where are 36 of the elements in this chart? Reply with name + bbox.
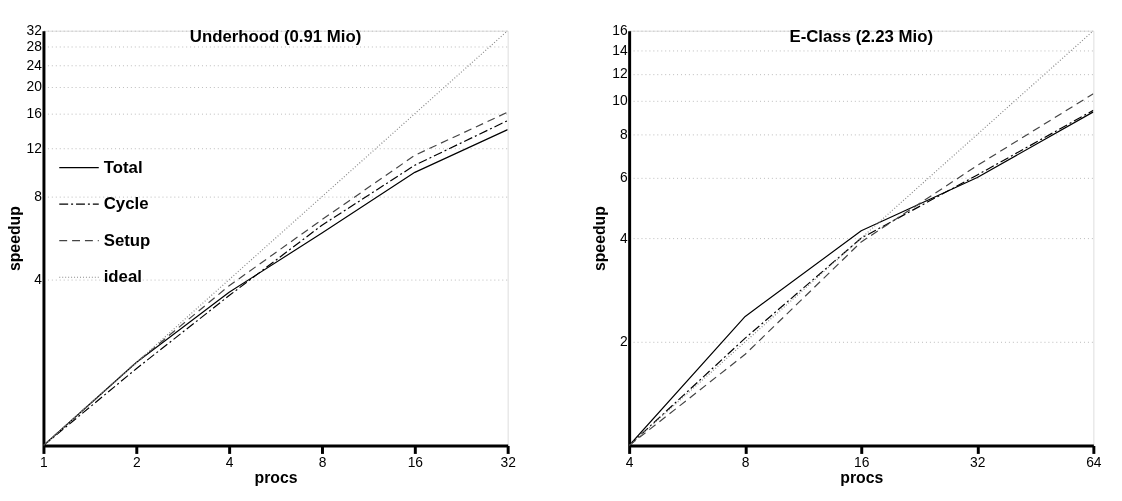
y-axis-title: speedup: [591, 206, 609, 272]
x-tick-label: 4: [225, 453, 234, 470]
y-tick-label: 4: [619, 229, 628, 246]
y-tick-label: 6: [619, 168, 628, 185]
x-tick-label: 16: [854, 453, 870, 470]
legend-label: ideal: [103, 267, 142, 287]
x-tick-label: 8: [741, 453, 750, 470]
x-tick-label: 8: [318, 453, 327, 470]
legend-label: Total: [103, 157, 143, 177]
chart-title: E-Class (2.23 Mio): [789, 26, 934, 46]
chart-title: Underhood (0.91 Mio): [189, 26, 362, 46]
y-tick-label: 4: [34, 271, 43, 288]
y-tick-label: 32: [26, 22, 42, 39]
x-tick-label: 1: [40, 453, 48, 470]
x-tick-label: 2: [132, 453, 141, 470]
x-tick-label: 32: [500, 453, 516, 470]
y-tick-label: 16: [26, 105, 43, 122]
y-axis-title: speedup: [5, 206, 23, 272]
y-tick-label: 12: [612, 65, 628, 82]
x-tick-label: 32: [970, 453, 986, 470]
y-tick-label: 10: [612, 92, 628, 109]
y-tick-label: 24: [26, 56, 43, 73]
y-tick-label: 8: [619, 125, 628, 142]
legend-label: Setup: [103, 230, 151, 250]
y-tick-label: 12: [26, 139, 42, 156]
y-tick-label: 28: [26, 38, 43, 55]
x-axis-title: procs: [254, 468, 298, 486]
y-tick-label: 16: [612, 22, 628, 39]
x-axis-title: procs: [840, 468, 884, 486]
x-tick-label: 16: [407, 453, 424, 470]
y-tick-label: 2: [619, 333, 628, 350]
x-tick-label: 64: [1086, 453, 1102, 470]
legend-label: Cycle: [103, 194, 149, 214]
y-tick-label: 20: [26, 78, 43, 95]
y-tick-label: 14: [612, 42, 628, 59]
y-tick-label: 8: [34, 188, 43, 205]
